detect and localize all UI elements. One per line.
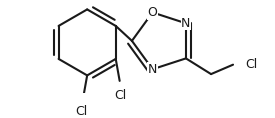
Text: N: N: [148, 63, 157, 76]
Text: N: N: [181, 17, 191, 30]
Text: Cl: Cl: [114, 89, 126, 102]
Text: Cl: Cl: [246, 58, 258, 71]
Text: O: O: [148, 6, 158, 19]
Text: Cl: Cl: [76, 105, 88, 118]
